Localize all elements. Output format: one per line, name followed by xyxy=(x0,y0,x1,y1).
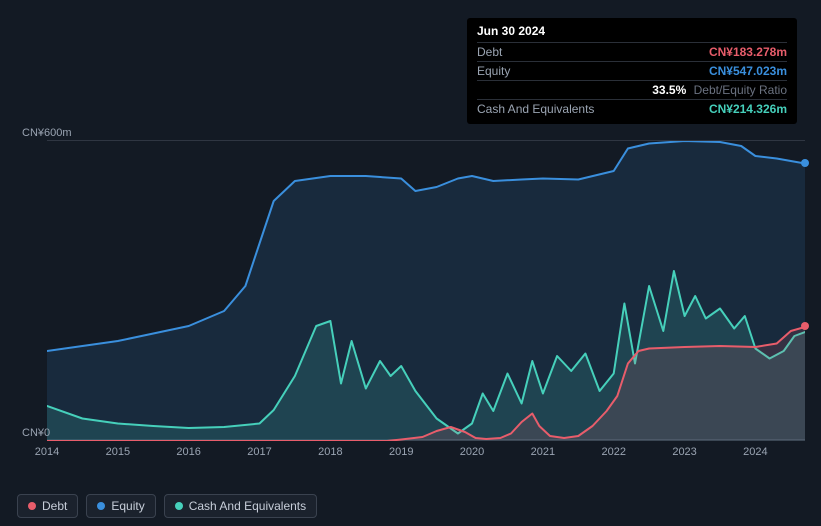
x-axis-label: 2020 xyxy=(460,446,484,458)
chart-svg xyxy=(47,141,805,441)
legend-label: Cash And Equivalents xyxy=(189,499,306,513)
tooltip-row: Debt CN¥183.278m xyxy=(477,42,787,61)
series-end-marker xyxy=(801,159,809,167)
legend-item-equity[interactable]: Equity xyxy=(86,494,155,518)
x-axis-label: 2023 xyxy=(672,446,696,458)
x-axis-label: 2014 xyxy=(35,446,59,458)
x-axis-label: 2024 xyxy=(743,446,767,458)
x-axis-label: 2017 xyxy=(247,446,271,458)
tooltip-row: Equity CN¥547.023m xyxy=(477,61,787,80)
tooltip-row-value: CN¥183.278m xyxy=(709,45,787,59)
tooltip-row-value: 33.5% Debt/Equity Ratio xyxy=(652,83,787,97)
legend-dot-icon xyxy=(97,502,105,510)
tooltip-date: Jun 30 2024 xyxy=(477,24,787,42)
legend-label: Equity xyxy=(111,499,144,513)
legend-label: Debt xyxy=(42,499,67,513)
legend-dot-icon xyxy=(28,502,36,510)
tooltip-row-label: Cash And Equivalents xyxy=(477,102,594,116)
tooltip-row-label: Debt xyxy=(477,45,502,59)
tooltip-row: Cash And Equivalents CN¥214.326m xyxy=(477,99,787,118)
x-axis-label: 2022 xyxy=(601,446,625,458)
legend-item-debt[interactable]: Debt xyxy=(17,494,78,518)
x-axis-label: 2018 xyxy=(318,446,342,458)
chart-tooltip: Jun 30 2024 Debt CN¥183.278m Equity CN¥547.… xyxy=(467,18,797,124)
x-axis-label: 2021 xyxy=(531,446,555,458)
tooltip-row-value: CN¥547.023m xyxy=(709,64,787,78)
tooltip-row-value: CN¥214.326m xyxy=(709,102,787,116)
y-axis-label: CN¥600m xyxy=(22,127,72,139)
legend-item-cash-and-equivalents[interactable]: Cash And Equivalents xyxy=(164,494,317,518)
tooltip-row: 33.5% Debt/Equity Ratio xyxy=(477,80,787,99)
chart-plot-area[interactable] xyxy=(47,140,805,440)
legend-dot-icon xyxy=(175,502,183,510)
series-end-marker xyxy=(801,322,809,330)
y-axis-label: CN¥0 xyxy=(22,427,50,439)
chart-legend: Debt Equity Cash And Equivalents xyxy=(17,494,317,518)
x-axis-label: 2015 xyxy=(106,446,130,458)
chart-container: CN¥600m CN¥0 2014 2015 2016 2017 2018 2019 2020… xyxy=(17,125,805,510)
x-axis-label: 2016 xyxy=(176,446,200,458)
tooltip-row-label: Equity xyxy=(477,64,510,78)
x-axis-label: 2019 xyxy=(389,446,413,458)
